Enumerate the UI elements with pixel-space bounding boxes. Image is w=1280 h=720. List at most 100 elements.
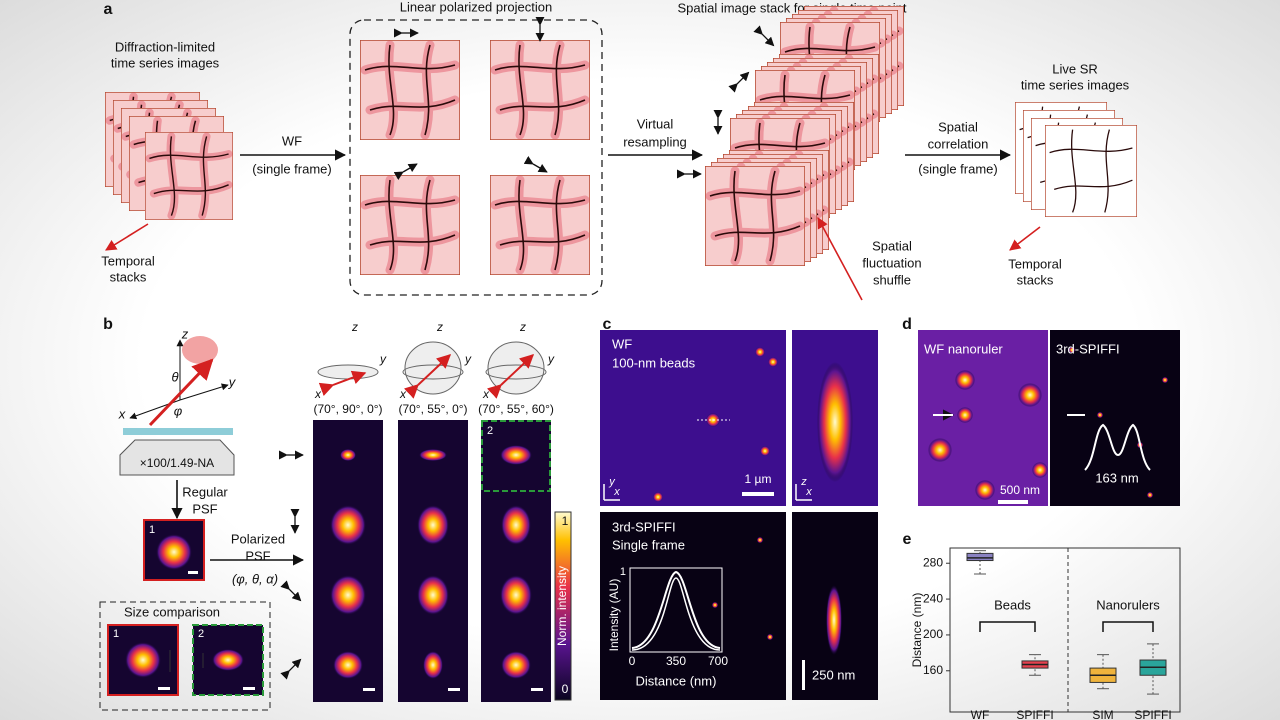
spiffi-image (1050, 330, 1180, 506)
bead-side (817, 362, 853, 482)
label: 2 (198, 628, 204, 640)
spot (975, 480, 995, 500)
spot (1162, 377, 1168, 383)
objective (119, 439, 235, 476)
label: (single frame) (918, 161, 997, 176)
profile-plot (629, 567, 723, 653)
bracket (979, 621, 1036, 632)
psf (500, 575, 532, 615)
arrow (523, 155, 548, 173)
label: y (379, 352, 387, 366)
psf (212, 649, 244, 671)
bead-side (826, 585, 842, 655)
label: 3rd-SPIFFI (612, 519, 676, 534)
profile (1084, 423, 1151, 471)
label: 2 (487, 425, 493, 437)
label: Beads (994, 597, 1031, 612)
label: Regular (182, 484, 228, 499)
label: (70°, 55°, 60°) (478, 402, 554, 416)
bead (768, 357, 778, 367)
bead (757, 537, 763, 543)
psf (500, 445, 532, 465)
label: x (805, 486, 812, 498)
psf (330, 505, 366, 545)
arrow (753, 25, 775, 47)
label: WF (282, 133, 302, 148)
label: time series images (1021, 77, 1130, 92)
axis-ellipse (317, 364, 379, 380)
label: Diffraction-limited (115, 39, 215, 54)
dipole (318, 370, 367, 396)
bracket (1102, 621, 1154, 632)
coverslip (123, 428, 233, 435)
label: Distance (nm) (636, 673, 717, 688)
scale-bar (188, 571, 198, 574)
highlight (481, 420, 551, 492)
bead (653, 492, 663, 502)
label: SPIFFI (1016, 708, 1053, 720)
label: 240 (923, 591, 943, 605)
label: stacks (1017, 272, 1054, 287)
label: Temporal (1008, 256, 1062, 271)
psf (423, 651, 443, 679)
psf (125, 642, 161, 678)
label: stacks (110, 269, 147, 284)
fiber-image (360, 175, 460, 275)
label: 0 (629, 654, 636, 668)
label: y (547, 352, 555, 366)
fiber-image (1045, 125, 1137, 217)
dipole (487, 354, 535, 399)
wf-image (600, 330, 786, 506)
label: x (399, 387, 407, 401)
polarization-arrow (728, 71, 750, 93)
spot (957, 407, 973, 423)
label: WF (971, 708, 990, 720)
label: shuffle (873, 272, 911, 287)
label: c (603, 316, 612, 333)
bead (760, 446, 770, 456)
label: y (608, 476, 616, 488)
arrow (105, 223, 149, 251)
label: Spatial (938, 119, 978, 134)
arrow (280, 658, 302, 680)
axis-ellipse (404, 341, 462, 395)
label: y (464, 352, 472, 366)
label: Norm. intensity (555, 566, 569, 646)
label: fluctuation (862, 255, 921, 270)
profile-wf (631, 570, 721, 649)
label: 250 nm (812, 667, 855, 682)
dipole (404, 354, 452, 399)
psf (417, 575, 449, 615)
scale-bar (158, 687, 170, 690)
spot (928, 438, 952, 462)
polarization-arrow (280, 580, 302, 602)
psf (501, 651, 531, 679)
spot (1147, 492, 1153, 498)
profile-spiffi (631, 577, 721, 651)
label: Intensity (AU) (607, 579, 621, 652)
spot (1069, 347, 1075, 353)
label: α (202, 361, 211, 376)
label: z (800, 476, 807, 488)
label: SPIFFI (1134, 708, 1171, 720)
label: Polarized (231, 531, 285, 546)
label: WF nanoruler (924, 341, 1003, 356)
scale-bar (802, 660, 805, 690)
label: Virtual (637, 116, 674, 131)
polarization-arrow (753, 25, 775, 47)
label: e (903, 531, 912, 548)
label: 280 (923, 555, 943, 569)
label: Single frame (612, 537, 685, 552)
label: x (613, 486, 620, 498)
bead (767, 634, 773, 640)
label: x (482, 387, 490, 401)
projection-box (349, 19, 603, 296)
label: θ (171, 369, 178, 384)
label: z (351, 320, 358, 334)
compare-box (99, 601, 271, 711)
arrow (728, 71, 750, 93)
fiber-image (360, 40, 460, 140)
plot-frame (949, 547, 1181, 713)
